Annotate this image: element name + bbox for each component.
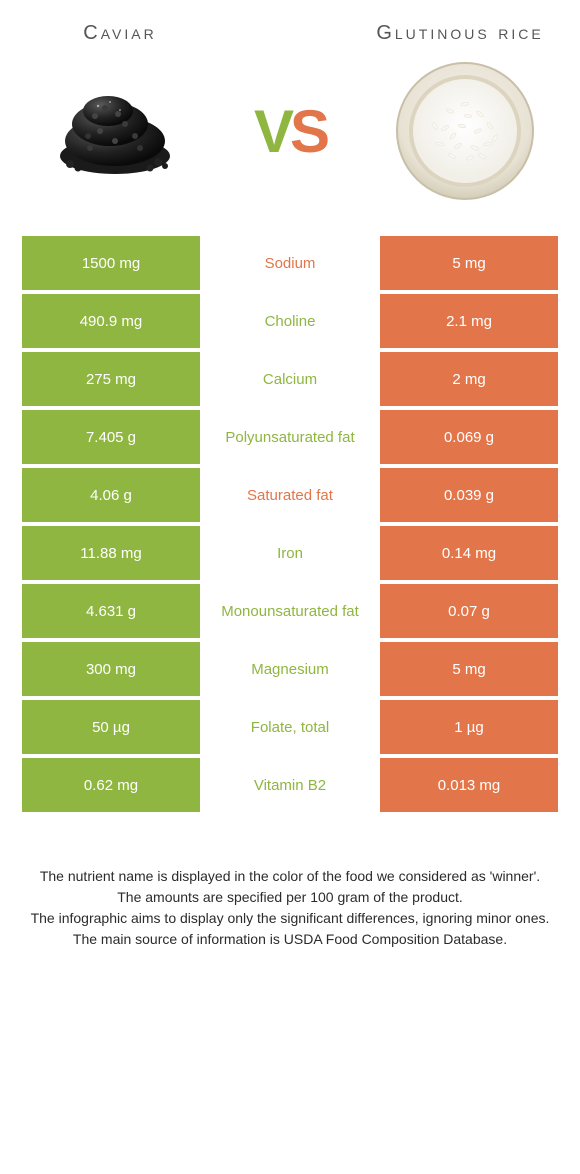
cell-left-value: 490.9 mg (22, 294, 200, 348)
cell-nutrient-label: Polyunsaturated fat (200, 410, 380, 464)
cell-left-value: 275 mg (22, 352, 200, 406)
comparison-table: 1500 mgSodium5 mg490.9 mgCholine2.1 mg27… (0, 236, 580, 812)
table-row: 7.405 gPolyunsaturated fat0.069 g (22, 410, 558, 464)
cell-nutrient-label: Magnesium (200, 642, 380, 696)
table-row: 275 mgCalcium2 mg (22, 352, 558, 406)
footer-line: The nutrient name is displayed in the co… (30, 866, 550, 887)
cell-right-value: 0.069 g (380, 410, 558, 464)
cell-nutrient-label: Folate, total (200, 700, 380, 754)
table-row: 0.62 mgVitamin B20.013 mg (22, 758, 558, 812)
images-row: VS (0, 56, 580, 236)
cell-nutrient-label: Saturated fat (200, 468, 380, 522)
cell-left-value: 4.631 g (22, 584, 200, 638)
table-row: 4.06 gSaturated fat0.039 g (22, 468, 558, 522)
cell-right-value: 0.039 g (380, 468, 558, 522)
cell-left-value: 50 µg (22, 700, 200, 754)
footer: The nutrient name is displayed in the co… (0, 816, 580, 950)
caviar-image (40, 56, 190, 206)
header: Caviar Glutinous rice (0, 0, 580, 56)
cell-nutrient-label: Sodium (200, 236, 380, 290)
table-row: 50 µgFolate, total1 µg (22, 700, 558, 754)
cell-right-value: 2.1 mg (380, 294, 558, 348)
footer-line: The infographic aims to display only the… (30, 908, 550, 929)
cell-left-value: 1500 mg (22, 236, 200, 290)
cell-right-value: 0.013 mg (380, 758, 558, 812)
cell-nutrient-label: Choline (200, 294, 380, 348)
cell-right-value: 1 µg (380, 700, 558, 754)
title-left: Caviar (30, 20, 210, 46)
vs-v: V (254, 98, 290, 165)
table-row: 300 mgMagnesium5 mg (22, 642, 558, 696)
cell-nutrient-label: Monounsaturated fat (200, 584, 380, 638)
table-row: 490.9 mgCholine2.1 mg (22, 294, 558, 348)
cell-left-value: 11.88 mg (22, 526, 200, 580)
title-right: Glutinous rice (370, 20, 550, 46)
footer-line: The main source of information is USDA F… (30, 929, 550, 950)
vs-label: VS (254, 97, 326, 166)
cell-right-value: 2 mg (380, 352, 558, 406)
footer-line: The amounts are specified per 100 gram o… (30, 887, 550, 908)
cell-right-value: 5 mg (380, 236, 558, 290)
cell-nutrient-label: Calcium (200, 352, 380, 406)
cell-right-value: 5 mg (380, 642, 558, 696)
cell-left-value: 4.06 g (22, 468, 200, 522)
vs-s: S (290, 98, 326, 165)
table-row: 4.631 gMonounsaturated fat0.07 g (22, 584, 558, 638)
table-row: 1500 mgSodium5 mg (22, 236, 558, 290)
cell-left-value: 300 mg (22, 642, 200, 696)
cell-left-value: 7.405 g (22, 410, 200, 464)
cell-left-value: 0.62 mg (22, 758, 200, 812)
cell-nutrient-label: Vitamin B2 (200, 758, 380, 812)
cell-right-value: 0.07 g (380, 584, 558, 638)
cell-nutrient-label: Iron (200, 526, 380, 580)
cell-right-value: 0.14 mg (380, 526, 558, 580)
table-row: 11.88 mgIron0.14 mg (22, 526, 558, 580)
rice-image (390, 56, 540, 206)
